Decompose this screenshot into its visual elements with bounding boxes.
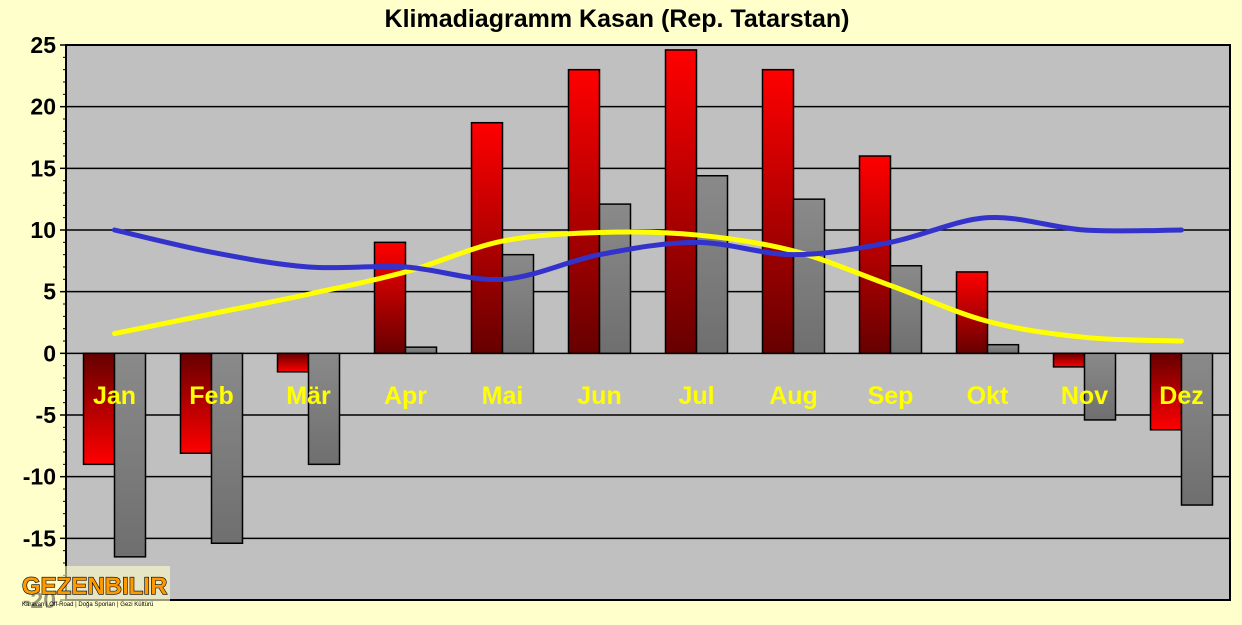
- month-label: Nov: [1061, 382, 1108, 410]
- y-tick-label: 0: [43, 340, 56, 366]
- bar-temp-max: [82, 352, 116, 466]
- month-label: Apr: [384, 382, 427, 410]
- watermark-tagline: Karavan | Off-Road | Doğa Sporları | Gez…: [22, 602, 153, 608]
- bar-temp-max: [179, 352, 213, 454]
- bar-temp-min: [1083, 352, 1117, 421]
- bar-temp-max: [761, 68, 795, 355]
- y-tick-label: 25: [30, 32, 56, 58]
- month-label: Sep: [868, 382, 914, 410]
- chart-title: Klimadiagramm Kasan (Rep. Tatarstan): [385, 5, 850, 33]
- bar-temp-max: [567, 68, 601, 355]
- y-tick-label: 10: [30, 217, 56, 243]
- y-tick-label: 5: [43, 279, 56, 305]
- month-label: Aug: [769, 382, 818, 410]
- bar-temp-min: [598, 203, 632, 355]
- bar-temp-max: [858, 155, 892, 355]
- bar-temp-min: [792, 198, 826, 355]
- bar-temp-min: [695, 174, 729, 355]
- month-label: Dez: [1159, 382, 1203, 410]
- watermark-brand: GEZENBILIR: [22, 573, 167, 600]
- bar-temp-max: [276, 352, 310, 373]
- bar-temp-min: [404, 346, 438, 355]
- bar-temp-max: [1149, 352, 1183, 431]
- grid-lines: [66, 44, 1230, 601]
- bar-temp-max: [955, 271, 989, 355]
- month-label: Okt: [967, 382, 1009, 410]
- bar-temp-min: [986, 343, 1020, 355]
- bar-temp-min: [889, 265, 923, 355]
- bar-temp-min: [210, 352, 244, 545]
- y-tick-label: -15: [23, 525, 56, 551]
- month-label: Jun: [577, 382, 621, 410]
- y-tick-label: 20: [30, 94, 56, 120]
- y-tick-label: -10: [23, 464, 56, 490]
- month-label: Jan: [93, 382, 136, 410]
- month-label: Mai: [482, 382, 524, 410]
- month-label: Jul: [678, 382, 714, 410]
- bar-temp-min: [1180, 352, 1214, 506]
- watermark-logo: GEZENBILIR Karavan | Off-Road | Doğa Spo…: [18, 566, 170, 612]
- line-yellow: [112, 229, 1184, 344]
- month-label: Mär: [286, 382, 331, 410]
- y-tick-label: 15: [30, 155, 56, 181]
- bar-temp-min: [113, 352, 147, 558]
- y-tick-label: -5: [36, 402, 57, 428]
- bars: [82, 49, 1214, 558]
- watermark-background: [18, 566, 170, 612]
- line-blue: [112, 214, 1184, 283]
- bar-temp-min: [501, 253, 535, 355]
- bar-temp-max: [373, 241, 407, 355]
- bar-temp-max: [470, 121, 504, 355]
- lines: [112, 214, 1184, 344]
- plot-area: [65, 44, 1231, 601]
- bar-temp-max: [1052, 352, 1086, 368]
- month-label: Feb: [189, 382, 233, 410]
- bar-temp-min: [307, 352, 341, 466]
- month-labels: Jan Feb Mär Apr Mai Jun Jul Aug Sep Okt Nov Dez: [93, 382, 1204, 410]
- bar-temp-max: [664, 49, 698, 355]
